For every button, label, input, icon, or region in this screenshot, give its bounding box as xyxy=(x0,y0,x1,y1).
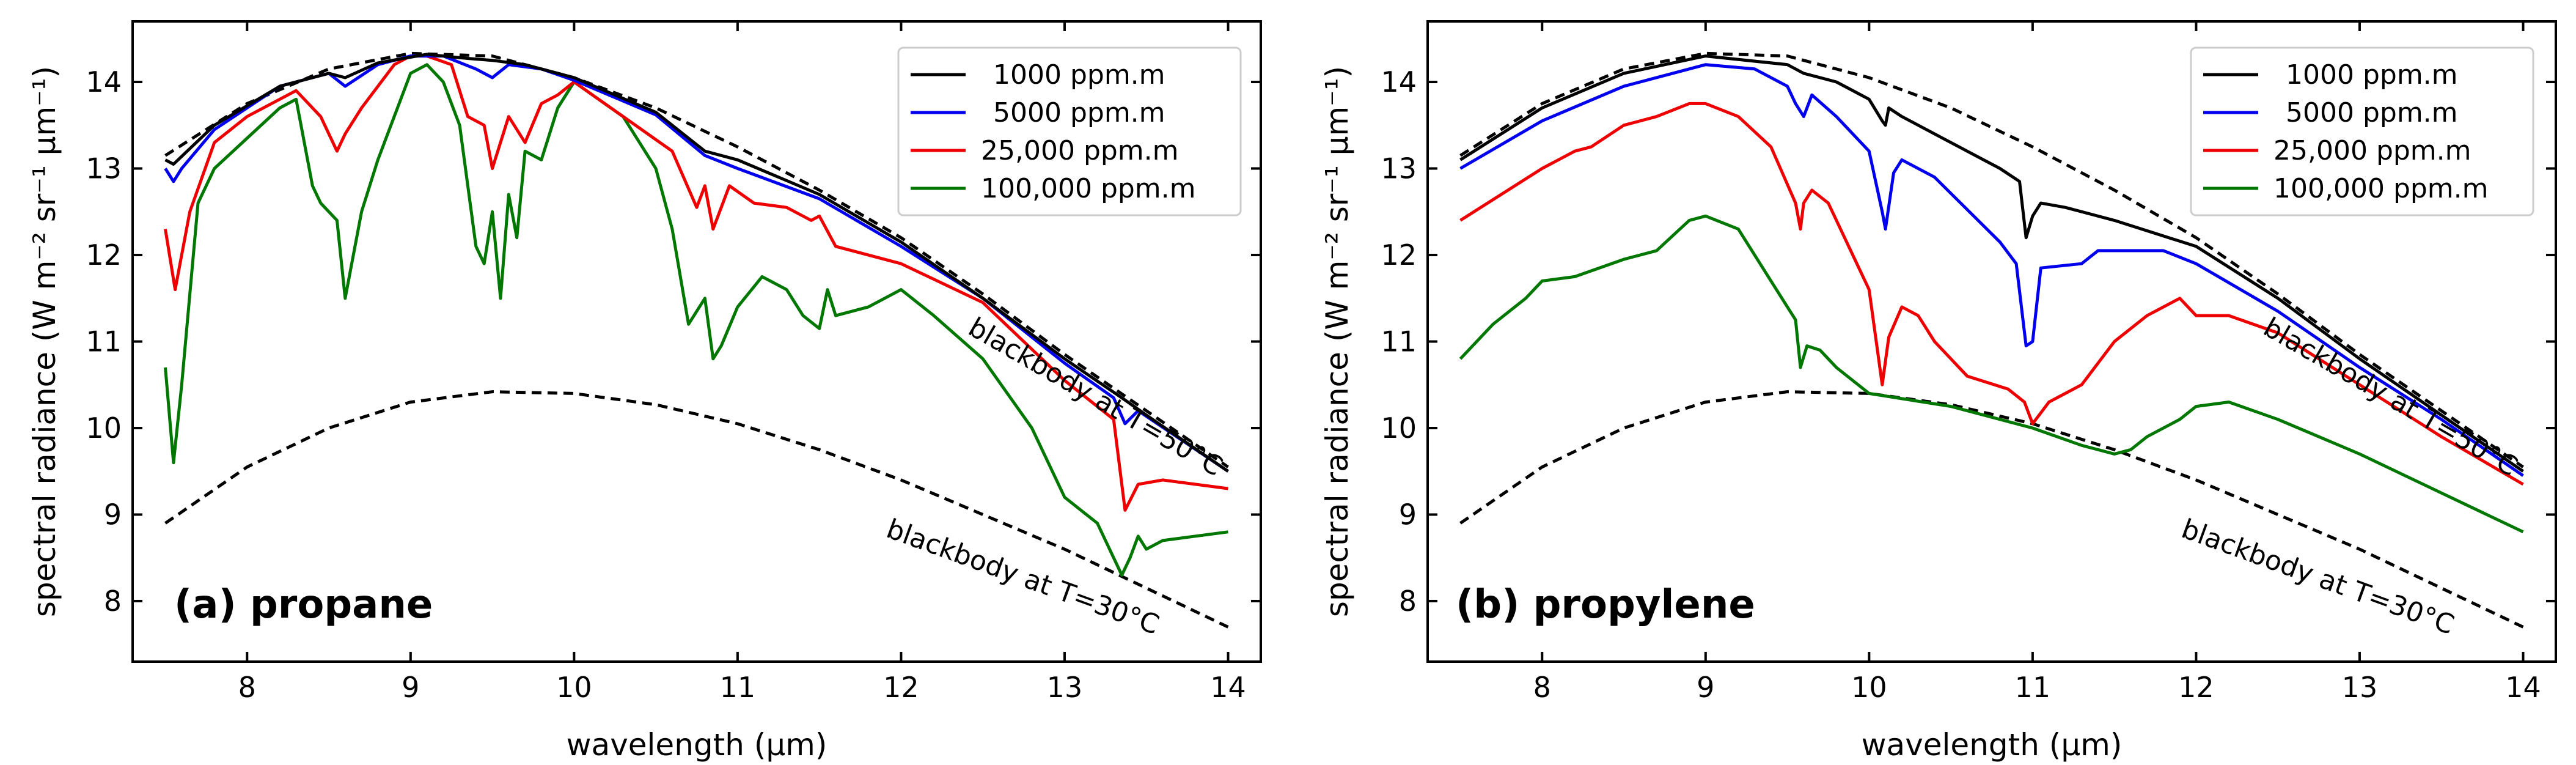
y-tick-label: 14 xyxy=(1381,65,1417,98)
y-tick-label: 10 xyxy=(86,412,122,445)
x-tick-label: 13 xyxy=(1047,671,1083,704)
legend-entry: 5000 ppm.m xyxy=(2286,97,2458,128)
x-tick-label: 8 xyxy=(1533,671,1551,704)
series-line-25000ppmm xyxy=(164,54,1228,512)
legend-box xyxy=(897,46,1242,216)
legend-entry: 5000 ppm.m xyxy=(993,97,1165,128)
legend-entry: 1000 ppm.m xyxy=(2286,59,2458,91)
x-tick-label: 12 xyxy=(2178,671,2214,704)
x-tick-label: 12 xyxy=(883,671,919,704)
y-tick-label: 11 xyxy=(86,325,122,358)
x-tick-label: 11 xyxy=(2015,671,2051,704)
reference-curve-blackbody-50c xyxy=(164,51,1229,468)
plot-area xyxy=(164,51,1229,629)
x-tick-label: 9 xyxy=(1697,671,1714,704)
legend-entry: 100,000 ppm.m xyxy=(981,173,1196,204)
annotation-blackbody-50c: blackbody at T=50°C xyxy=(2258,312,2523,482)
panel-title: (b) propylene xyxy=(1456,582,1755,627)
y-tick-label: 12 xyxy=(1381,238,1417,272)
plot-area xyxy=(1459,51,2524,629)
legend-entry: 25,000 ppm.m xyxy=(2273,135,2471,166)
x-tick-label: 11 xyxy=(720,671,756,704)
x-tick-label: 10 xyxy=(1851,671,1887,704)
x-tick-label: 14 xyxy=(1210,671,1246,704)
annotation-blackbody-50c: blackbody at T=50°C xyxy=(963,312,1228,482)
y-tick-label: 11 xyxy=(1381,325,1417,358)
y-tick-label: 13 xyxy=(1381,152,1417,185)
y-axis-title: spectral radiance (W m⁻² sr⁻¹ μm⁻¹) xyxy=(1319,66,1355,617)
series-line-5000ppmm xyxy=(1459,63,2524,477)
y-tick-label: 8 xyxy=(1399,585,1417,618)
legend-entry: 25,000 ppm.m xyxy=(981,135,1179,166)
legend-entry: 100,000 ppm.m xyxy=(2273,173,2489,204)
reference-curve-blackbody-50c xyxy=(1459,51,2524,468)
legend: 1000 ppm.m 5000 ppm.m 25,000 ppm.m 100,000 … xyxy=(2190,46,2534,216)
y-axis-title: spectral radiance (W m⁻² sr⁻¹ μm⁻¹) xyxy=(27,66,62,617)
series-line-1000ppmm xyxy=(1459,54,2524,473)
y-tick-label: 10 xyxy=(1381,412,1417,445)
x-tick-label: 10 xyxy=(556,671,592,704)
series-line-1000ppmm xyxy=(164,53,1229,473)
x-axis-title: wavelength (μm) xyxy=(567,727,827,763)
panel-b: 8 9 10 11 12 13 14 8 9 10 11 12 13 14 wavelength (μm) s… xyxy=(1319,20,2557,763)
legend: 1000 ppm.m 5000 ppm.m 25,000 ppm.m 100,000 … xyxy=(897,46,1242,216)
y-tick-label: 9 xyxy=(1399,498,1417,531)
x-tick-label: 8 xyxy=(238,671,256,704)
legend-box xyxy=(2190,46,2534,216)
x-tick-label: 9 xyxy=(402,671,419,704)
series-line-25000ppmm xyxy=(1459,102,2524,486)
y-tick-label: 9 xyxy=(104,498,122,531)
panel-title: (a) propane xyxy=(174,582,433,627)
y-tick-label: 12 xyxy=(86,238,122,272)
reference-curve-blackbody-30c xyxy=(164,390,1229,629)
series-line-100000ppmm xyxy=(1459,214,2524,534)
reference-curve-blackbody-30c xyxy=(1459,390,2524,629)
x-axis-title: wavelength (μm) xyxy=(1862,727,2123,763)
y-tick-label: 14 xyxy=(86,65,122,98)
legend-entry: 1000 ppm.m xyxy=(993,59,1165,91)
x-tick-label: 13 xyxy=(2342,671,2378,704)
x-tick-label: 14 xyxy=(2505,671,2541,704)
y-tick-label: 8 xyxy=(104,585,122,618)
y-tick-label: 13 xyxy=(86,152,122,185)
panel-a: 8 9 10 11 12 13 14 8 9 10 11 12 13 14 wavelength (μm) s… xyxy=(27,20,1262,763)
